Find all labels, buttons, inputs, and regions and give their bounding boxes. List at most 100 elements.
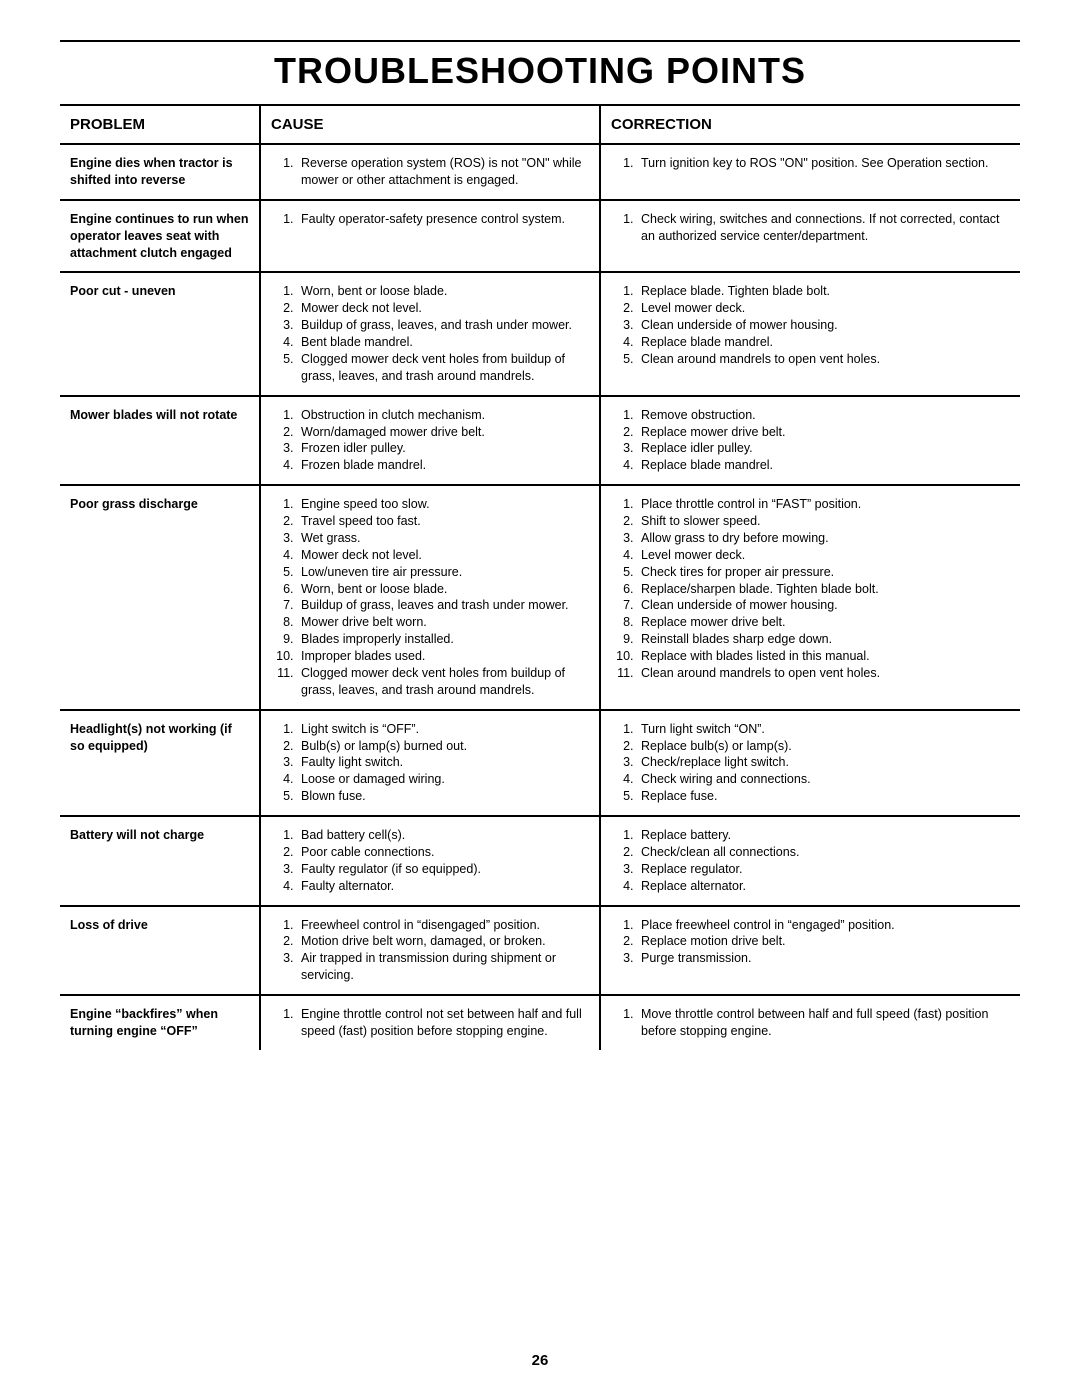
cause-item: Obstruction in clutch mechanism.	[297, 407, 589, 424]
cause-item: Faulty regulator (if so equipped).	[297, 861, 589, 878]
correction-item: Replace mower drive belt.	[637, 614, 1010, 631]
cause-item: Reverse operation system (ROS) is not "O…	[297, 155, 589, 189]
correction-item: Shift to slower speed.	[637, 513, 1010, 530]
troubleshooting-table-wrap: PROBLEM CAUSE CORRECTION Engine dies whe…	[60, 104, 1020, 1050]
cause-item: Bad battery cell(s).	[297, 827, 589, 844]
cause-cell: Engine speed too slow.Travel speed too f…	[260, 485, 600, 710]
cause-item: Loose or damaged wiring.	[297, 771, 589, 788]
correction-item: Clean underside of mower housing.	[637, 317, 1010, 334]
cause-item: Wet grass.	[297, 530, 589, 547]
correction-item: Check/replace light switch.	[637, 754, 1010, 771]
page: TROUBLESHOOTING POINTS PROBLEM CAUSE COR…	[0, 0, 1080, 1397]
correction-item: Replace/sharpen blade. Tighten blade bol…	[637, 581, 1010, 598]
cause-item: Faulty light switch.	[297, 754, 589, 771]
correction-item: Check wiring and connections.	[637, 771, 1010, 788]
table-row: Engine “backfires” when turning engine “…	[60, 995, 1020, 1050]
correction-list: Turn ignition key to ROS "ON" position. …	[611, 155, 1010, 172]
cause-list: Freewheel control in “disengaged” positi…	[271, 917, 589, 985]
cause-item: Mower deck not level.	[297, 300, 589, 317]
cause-item: Light switch is “OFF”.	[297, 721, 589, 738]
cause-item: Blown fuse.	[297, 788, 589, 805]
correction-item: Replace blade mandrel.	[637, 457, 1010, 474]
cause-item: Bulb(s) or lamp(s) burned out.	[297, 738, 589, 755]
cause-list: Engine throttle control not set between …	[271, 1006, 589, 1040]
correction-cell: Check wiring, switches and connections. …	[600, 200, 1020, 273]
correction-item: Replace fuse.	[637, 788, 1010, 805]
table-row: Loss of drive Freewheel control in “disen…	[60, 906, 1020, 996]
cause-cell: Worn, bent or loose blade.Mower deck not…	[260, 272, 600, 395]
correction-list: Place freewheel control in “engaged” pos…	[611, 917, 1010, 968]
correction-item: Clean around mandrels to open vent holes…	[637, 351, 1010, 368]
cause-item: Worn/damaged mower drive belt.	[297, 424, 589, 441]
cause-list: Faulty operator-safety presence control …	[271, 211, 589, 228]
cause-list: Light switch is “OFF”.Bulb(s) or lamp(s)…	[271, 721, 589, 805]
correction-item: Place freewheel control in “engaged” pos…	[637, 917, 1010, 934]
cause-cell: Freewheel control in “disengaged” positi…	[260, 906, 600, 996]
correction-item: Replace motion drive belt.	[637, 933, 1010, 950]
cause-item: Worn, bent or loose blade.	[297, 581, 589, 598]
correction-item: Replace battery.	[637, 827, 1010, 844]
cause-item: Mower drive belt worn.	[297, 614, 589, 631]
correction-list: Move throttle control between half and f…	[611, 1006, 1010, 1040]
correction-item: Replace with blades listed in this manua…	[637, 648, 1010, 665]
cause-item: Freewheel control in “disengaged” positi…	[297, 917, 589, 934]
cause-list: Worn, bent or loose blade.Mower deck not…	[271, 283, 589, 384]
cause-cell: Obstruction in clutch mechanism.Worn/dam…	[260, 396, 600, 486]
problem-cell: Engine dies when tractor is shifted into…	[60, 144, 260, 200]
problem-cell: Poor cut - uneven	[60, 272, 260, 395]
problem-cell: Loss of drive	[60, 906, 260, 996]
correction-item: Remove obstruction.	[637, 407, 1010, 424]
cause-item: Mower deck not level.	[297, 547, 589, 564]
correction-cell: Turn light switch “ON”.Replace bulb(s) o…	[600, 710, 1020, 816]
table-row: Battery will not chargeBad battery cell(…	[60, 816, 1020, 906]
cause-cell: Reverse operation system (ROS) is not "O…	[260, 144, 600, 200]
cause-cell: Engine throttle control not set between …	[260, 995, 600, 1050]
correction-item: Allow grass to dry before mowing.	[637, 530, 1010, 547]
cause-cell: Light switch is “OFF”.Bulb(s) or lamp(s)…	[260, 710, 600, 816]
problem-cell: Engine “backfires” when turning engine “…	[60, 995, 260, 1050]
problem-cell: Battery will not charge	[60, 816, 260, 906]
correction-item: Replace blade. Tighten blade bolt.	[637, 283, 1010, 300]
header-correction: CORRECTION	[600, 106, 1020, 144]
correction-item: Clean underside of mower housing.	[637, 597, 1010, 614]
cause-item: Faulty alternator.	[297, 878, 589, 895]
correction-list: Place throttle control in “FAST” positio…	[611, 496, 1010, 682]
correction-item: Replace idler pulley.	[637, 440, 1010, 457]
header-problem: PROBLEM	[60, 106, 260, 144]
problem-cell: Mower blades will not rotate	[60, 396, 260, 486]
correction-cell: Move throttle control between half and f…	[600, 995, 1020, 1050]
cause-cell: Bad battery cell(s).Poor cable connectio…	[260, 816, 600, 906]
header-cause: CAUSE	[260, 106, 600, 144]
table-row: Engine continues to run when operator le…	[60, 200, 1020, 273]
troubleshooting-table: PROBLEM CAUSE CORRECTION Engine dies whe…	[60, 106, 1020, 1050]
correction-item: Level mower deck.	[637, 547, 1010, 564]
page-number: 26	[0, 1352, 1080, 1369]
correction-list: Check wiring, switches and connections. …	[611, 211, 1010, 245]
correction-item: Reinstall blades sharp edge down.	[637, 631, 1010, 648]
table-row: Poor grass dischargeEngine speed too slo…	[60, 485, 1020, 710]
table-row: Engine dies when tractor is shifted into…	[60, 144, 1020, 200]
cause-item: Buildup of grass, leaves and trash under…	[297, 597, 589, 614]
problem-cell: Engine continues to run when operator le…	[60, 200, 260, 273]
cause-item: Clogged mower deck vent holes from build…	[297, 665, 589, 699]
table-body: Engine dies when tractor is shifted into…	[60, 144, 1020, 1050]
cause-item: Frozen blade mandrel.	[297, 457, 589, 474]
cause-item: Motion drive belt worn, damaged, or brok…	[297, 933, 589, 950]
correction-cell: Place freewheel control in “engaged” pos…	[600, 906, 1020, 996]
cause-item: Buildup of grass, leaves, and trash unde…	[297, 317, 589, 334]
correction-list: Replace battery.Check/clean all connecti…	[611, 827, 1010, 895]
correction-item: Replace alternator.	[637, 878, 1010, 895]
cause-item: Engine throttle control not set between …	[297, 1006, 589, 1040]
cause-item: Low/uneven tire air pressure.	[297, 564, 589, 581]
cause-item: Poor cable connections.	[297, 844, 589, 861]
correction-item: Replace blade mandrel.	[637, 334, 1010, 351]
cause-item: Clogged mower deck vent holes from build…	[297, 351, 589, 385]
problem-cell: Headlight(s) not working (if so equipped…	[60, 710, 260, 816]
correction-cell: Remove obstruction.Replace mower drive b…	[600, 396, 1020, 486]
correction-cell: Turn ignition key to ROS "ON" position. …	[600, 144, 1020, 200]
correction-cell: Replace battery.Check/clean all connecti…	[600, 816, 1020, 906]
cause-list: Obstruction in clutch mechanism.Worn/dam…	[271, 407, 589, 475]
correction-item: Place throttle control in “FAST” positio…	[637, 496, 1010, 513]
table-header-row: PROBLEM CAUSE CORRECTION	[60, 106, 1020, 144]
cause-item: Blades improperly installed.	[297, 631, 589, 648]
